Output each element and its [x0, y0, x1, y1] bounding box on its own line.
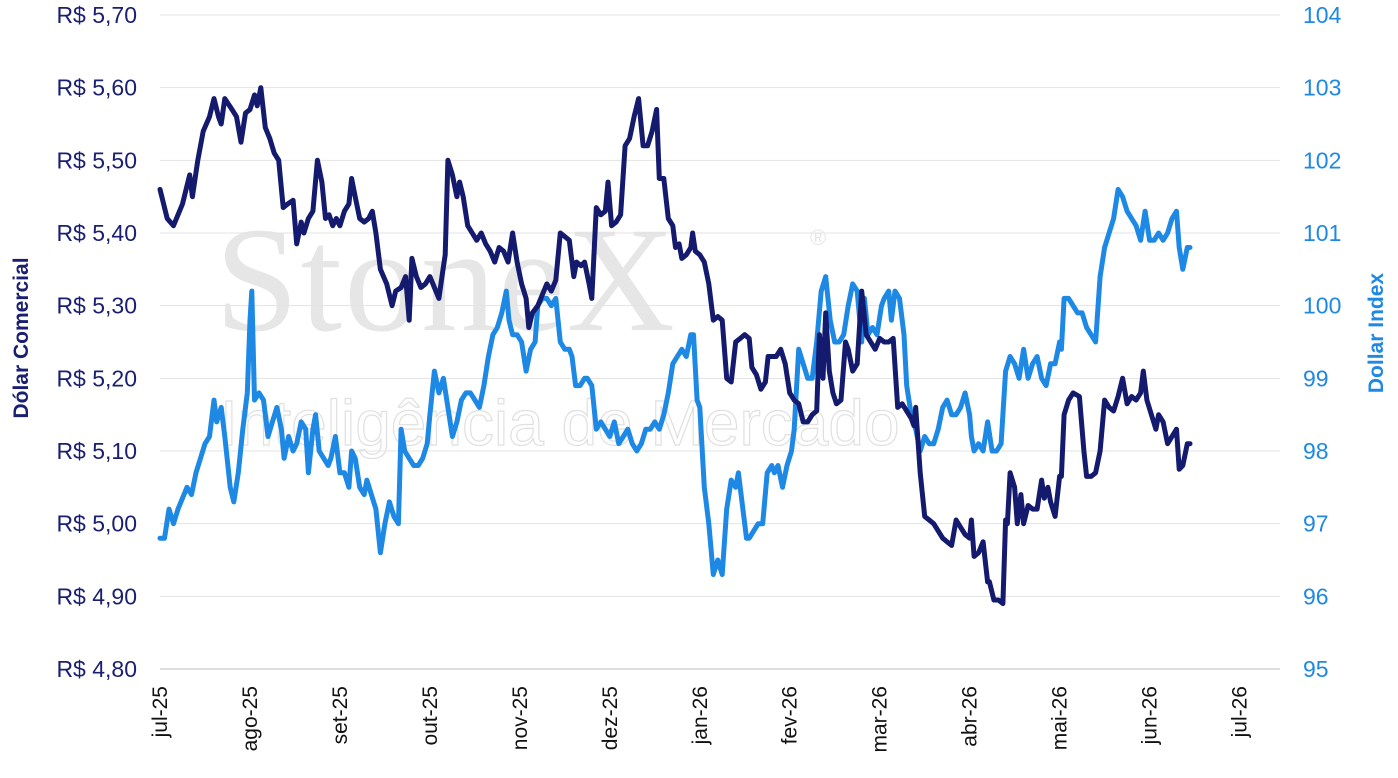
- left-tick-label: R$ 5,20: [56, 365, 137, 391]
- x-tick-label: fev-26: [779, 686, 802, 744]
- x-tick-label: abr-26: [959, 686, 982, 747]
- watermark-registered-mark: ®: [810, 225, 826, 250]
- right-tick-label: 98: [1303, 438, 1329, 464]
- x-tick-label: jul-25: [149, 686, 172, 738]
- gridlines: [160, 14, 1280, 670]
- left-axis-ticks: R$ 5,70 R$ 5,60 R$ 5,50 R$ 5,40 R$ 5,30 R$ 5,…: [56, 2, 137, 682]
- right-tick-label: 96: [1303, 583, 1329, 609]
- right-tick-label: 102: [1303, 147, 1341, 173]
- x-tick-label: jan-26: [689, 686, 712, 745]
- right-tick-label: 99: [1303, 365, 1329, 391]
- right-axis-title: Dollar Index: [1365, 273, 1388, 394]
- right-tick-label: 103: [1303, 75, 1341, 101]
- x-tick-label: set-25: [329, 686, 352, 744]
- series-line-dolar-comercial: [157, 85, 1193, 607]
- left-axis-title: Dólar Comercial: [10, 257, 33, 418]
- x-tick-label: nov-25: [509, 686, 532, 750]
- left-tick-label: R$ 5,60: [56, 75, 137, 101]
- right-tick-label: 95: [1303, 656, 1329, 682]
- x-tick-label: out-25: [419, 686, 442, 746]
- left-tick-label: R$ 4,80: [56, 656, 137, 682]
- x-tick-label: jun-26: [1139, 686, 1162, 745]
- left-tick-label: R$ 5,40: [56, 220, 137, 246]
- right-tick-label: 104: [1303, 2, 1342, 28]
- left-tick-label: R$ 5,70: [56, 2, 137, 28]
- left-tick-label: R$ 5,50: [56, 147, 137, 173]
- left-tick-label: R$ 5,00: [56, 511, 137, 537]
- x-axis-ticks: jul-25 ago-25 set-25 out-25 nov-25 dez-25 jan-…: [149, 686, 1252, 753]
- right-tick-label: 97: [1303, 511, 1329, 537]
- left-tick-label: R$ 5,10: [56, 438, 137, 464]
- x-tick-label: mar-26: [869, 686, 892, 753]
- right-axis-ticks: 104 103 102 101 100 99 98 97 96 95: [1303, 2, 1342, 682]
- x-tick-label: dez-25: [599, 686, 622, 750]
- left-tick-label: R$ 4,90: [56, 583, 137, 609]
- left-tick-label: R$ 5,30: [56, 293, 137, 319]
- right-tick-label: 100: [1303, 293, 1341, 319]
- series-lines: [157, 85, 1193, 607]
- x-tick-label: mai-26: [1049, 686, 1072, 750]
- series-line-dollar-index: [157, 186, 1193, 577]
- x-tick-label: ago-25: [239, 686, 262, 751]
- right-tick-label: 101: [1303, 220, 1341, 246]
- x-tick-label: jul-26: [1229, 686, 1252, 738]
